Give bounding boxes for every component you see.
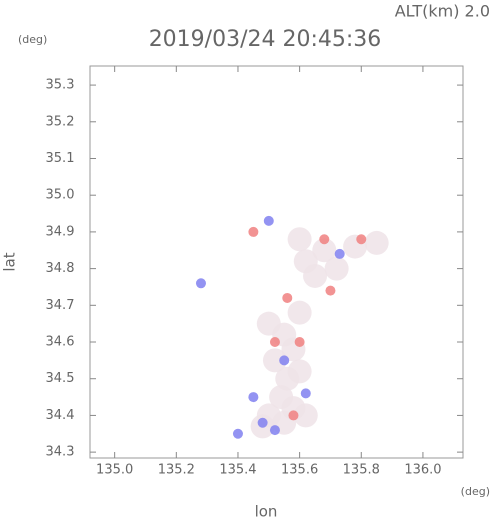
y-tick-label: 34.8	[46, 261, 75, 276]
echo-point	[319, 234, 330, 245]
y-tick-label: 34.3	[46, 445, 75, 460]
y-tick-label: 34.6	[46, 335, 75, 350]
x-tick-label: 135.2	[158, 463, 195, 478]
echo-point	[293, 403, 318, 428]
x-axis-label: lon	[255, 503, 278, 521]
y-unit: (deg)	[18, 33, 47, 46]
x-tick-label: 135.8	[343, 463, 380, 478]
chart-title: 2019/03/24 20:45:36	[149, 27, 382, 52]
echo-point	[248, 392, 259, 403]
y-tick-label: 35.3	[46, 78, 75, 93]
echo-point	[334, 248, 345, 259]
echo-point	[356, 234, 367, 245]
echo-point	[294, 337, 305, 348]
x-tick-label: 136.0	[404, 463, 441, 478]
echo-point	[287, 227, 312, 252]
echo-point	[287, 359, 312, 384]
echo-point	[300, 388, 311, 399]
echo-point	[195, 278, 206, 289]
echo-point	[262, 348, 287, 373]
y-tick-label: 34.4	[46, 408, 75, 423]
echo-point	[232, 428, 243, 439]
echo-point	[287, 300, 312, 325]
echo-point	[269, 337, 280, 348]
plot-frame	[89, 65, 464, 459]
y-tick-label: 35.1	[46, 151, 75, 166]
altitude-label: ALT(km) 2.0	[395, 2, 490, 21]
echo-point	[312, 238, 337, 263]
echo-point	[279, 355, 290, 366]
y-tick-label: 34.5	[46, 371, 75, 386]
echo-point	[263, 215, 274, 226]
y-tick-label: 35.0	[46, 188, 75, 203]
y-axis-label: lat	[1, 252, 19, 271]
x-tick-label: 135.6	[281, 463, 318, 478]
y-tick-label: 34.7	[46, 298, 75, 313]
echo-point	[257, 417, 268, 428]
echo-point	[282, 292, 293, 303]
echo-point	[364, 230, 389, 255]
echo-point	[288, 410, 299, 421]
echo-point	[248, 226, 259, 237]
y-tick-label: 35.2	[46, 114, 75, 129]
x-tick-label: 135.4	[219, 463, 256, 478]
x-unit: (deg)	[461, 485, 490, 498]
echo-point	[325, 285, 336, 296]
echo-point	[269, 425, 280, 436]
echo-point	[303, 263, 328, 288]
x-tick-label: 135.0	[96, 463, 133, 478]
y-tick-label: 34.9	[46, 224, 75, 239]
echo-point	[324, 256, 349, 281]
